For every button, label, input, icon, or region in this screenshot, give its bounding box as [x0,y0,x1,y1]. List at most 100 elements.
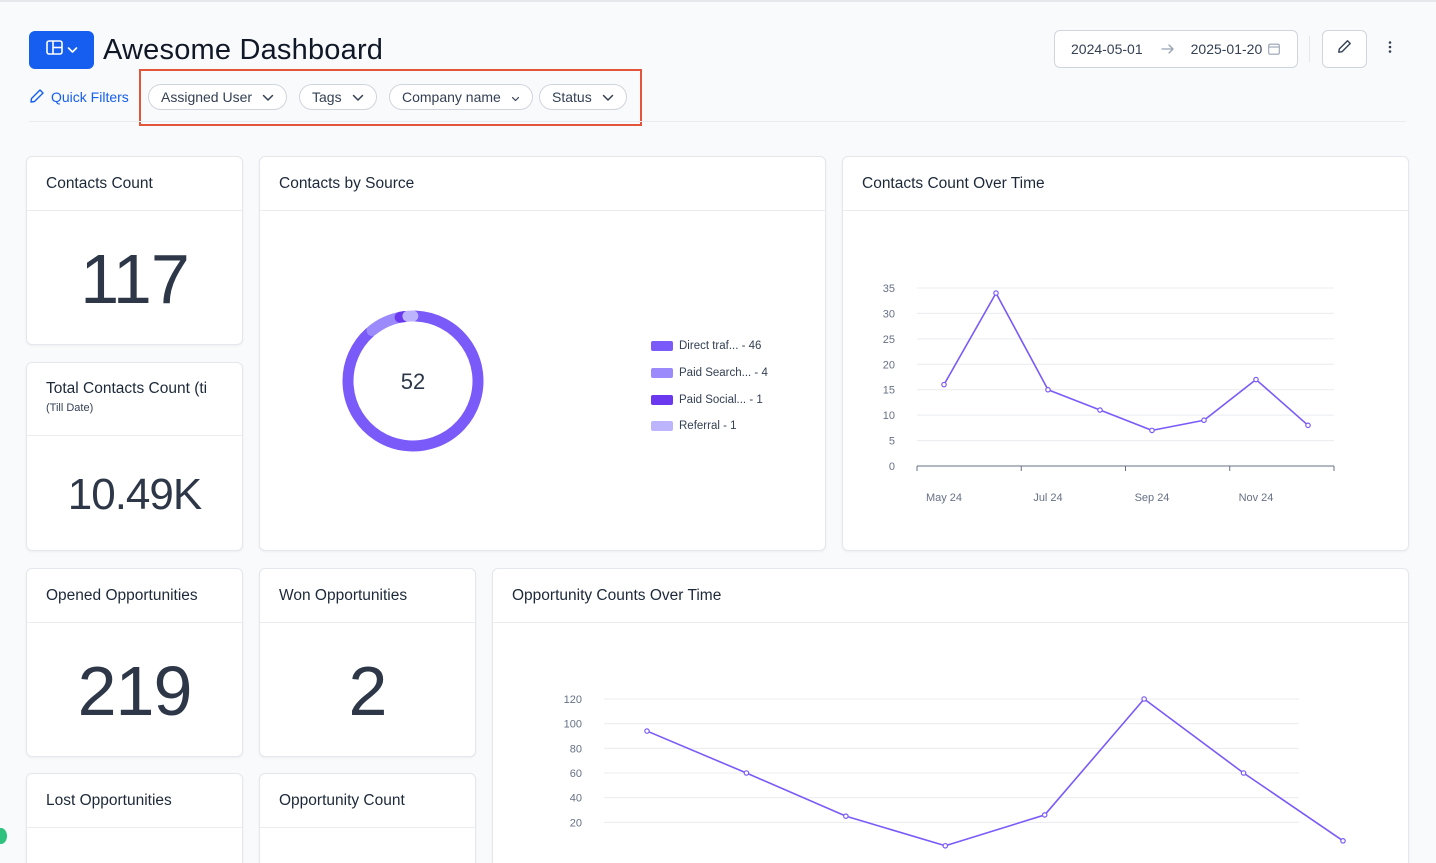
filter-assigned-user[interactable]: Assigned User [148,84,288,110]
y-tick-label: 40 [570,793,582,805]
chevron-down-icon [511,89,520,105]
y-tick-label: 35 [883,283,895,295]
top-border [0,0,1436,2]
legend-swatch [651,341,673,352]
data-point[interactable] [1141,696,1147,702]
legend-item[interactable]: Referral - 1 [651,413,768,440]
filter-label: Company name [402,89,501,105]
card-title: Total Contacts Count (ti [46,380,208,397]
data-point[interactable] [1045,386,1051,393]
y-tick-label: 30 [883,308,895,320]
status-indicator [0,828,7,844]
header-divider [29,121,1406,122]
data-point[interactable] [1201,417,1207,424]
won-opportunities-value: 2 [348,652,388,730]
chevron-down-icon [602,89,614,105]
layout-icon [45,40,63,60]
date-range-picker[interactable]: 2024-05-01 2025-01-20 [1054,30,1298,68]
filter-label: Status [552,89,592,105]
data-point[interactable] [644,728,650,734]
pencil-icon [1337,39,1352,59]
data-point[interactable] [941,381,947,388]
card-title: Opportunity Count [260,774,475,828]
card-header: Total Contacts Count (ti (Till Date) [27,363,242,436]
filter-label: Tags [312,89,342,105]
donut-slice-0[interactable] [342,310,484,452]
calendar-icon [1268,43,1281,55]
header-separator [1309,36,1310,62]
y-tick-label: 60 [570,768,582,780]
data-point[interactable] [1149,427,1155,434]
total-contacts-value: 10.49K [67,470,202,519]
y-tick-label: 100 [564,719,582,731]
legend-item[interactable]: Direct traf... - 46 [651,333,768,360]
edit-dashboard-button[interactable] [1322,30,1367,68]
filter-label: Assigned User [161,89,253,105]
arrow-right-icon [1160,44,1175,54]
more-vertical-icon [1388,40,1392,59]
data-point[interactable] [1340,838,1346,844]
contacts-count-value: 117 [80,240,190,318]
legend-item[interactable]: Paid Social... - 1 [651,386,768,413]
data-point[interactable] [942,842,949,849]
donut-legend: Direct traf... - 46 Paid Search... - 4 Pai… [651,333,768,440]
data-point[interactable] [1253,376,1259,383]
legend-label: Referral - 1 [679,420,737,433]
donut-chart: 52 [342,310,484,452]
data-point[interactable] [1041,812,1048,818]
opened-opportunities-value: 219 [77,652,193,730]
x-tick-label: May 24 [926,492,962,504]
donut-center-label: 52 [401,369,425,394]
card-contacts-by-source: Contacts by Source 52 Direct traf... - 4… [259,156,826,551]
y-tick-label: 80 [570,743,582,755]
card-title: Lost Opportunities [27,774,242,828]
more-options-button[interactable] [1383,38,1397,60]
legend-swatch [651,421,673,432]
legend-swatch [651,368,673,379]
card-title: Contacts Count [27,157,242,211]
card-title: Won Opportunities [260,569,475,623]
data-point[interactable] [843,813,849,819]
card-opportunity-over-time: Opportunity Counts Over Time 20 40 60 80 100… [492,568,1409,863]
data-point[interactable] [743,770,750,776]
date-start: 2024-05-01 [1071,41,1143,57]
card-title: Opportunity Counts Over Time [493,569,1408,623]
card-contacts-over-time: Contacts Count Over Time 0 5 10 15 20 25 30 35 M… [842,156,1409,551]
y-tick-label: 20 [883,359,895,371]
data-point[interactable] [1305,422,1311,429]
layout-switch-button[interactable] [29,31,94,69]
y-tick-label: 5 [889,436,895,448]
legend-label: Paid Social... - 1 [679,393,763,406]
data-point[interactable] [1097,407,1103,413]
dashboard-header: Awesome Dashboard 2024-05-01 2025-01-20 [29,30,1406,70]
card-opportunity-count: Opportunity Count [259,773,476,863]
x-tick-label: Jul 24 [1033,492,1062,504]
donut-slice-1[interactable] [366,312,403,337]
series-line [943,292,1309,432]
legend-item[interactable]: Paid Search... - 4 [651,360,768,387]
x-tick-label: Sep 24 [1135,492,1170,504]
opportunity-line-chart: 20 40 60 80 100 120 [564,694,1346,849]
card-total-contacts: Total Contacts Count (ti (Till Date) 10.… [26,362,243,551]
page-title: Awesome Dashboard [103,33,384,66]
y-tick-label: 120 [564,694,582,706]
filter-status[interactable]: Status [539,84,627,110]
filter-tags[interactable]: Tags [299,84,377,110]
chevron-down-icon [262,89,274,105]
quick-filters-button[interactable]: Quick Filters [29,88,129,107]
data-point[interactable] [1240,770,1247,776]
legend-label: Direct traf... - 46 [679,340,762,353]
y-tick-label: 0 [889,461,895,473]
card-opened-opportunities: Opened Opportunities 219 [26,568,243,757]
card-contacts-count: Contacts Count 117 [26,156,243,345]
card-title: Contacts Count Over Time [843,157,1408,211]
card-title: Contacts by Source [260,157,825,211]
filter-company-name[interactable]: Company name [389,84,533,110]
chevron-down-icon [352,89,364,105]
legend-label: Paid Search... - 4 [679,367,768,380]
data-point[interactable] [993,290,999,296]
date-end: 2025-01-20 [1190,41,1263,57]
pencil-icon [29,88,45,107]
chevron-down-icon [67,41,78,59]
filters-bar: Quick Filters Assigned User Tags Company… [29,84,649,110]
